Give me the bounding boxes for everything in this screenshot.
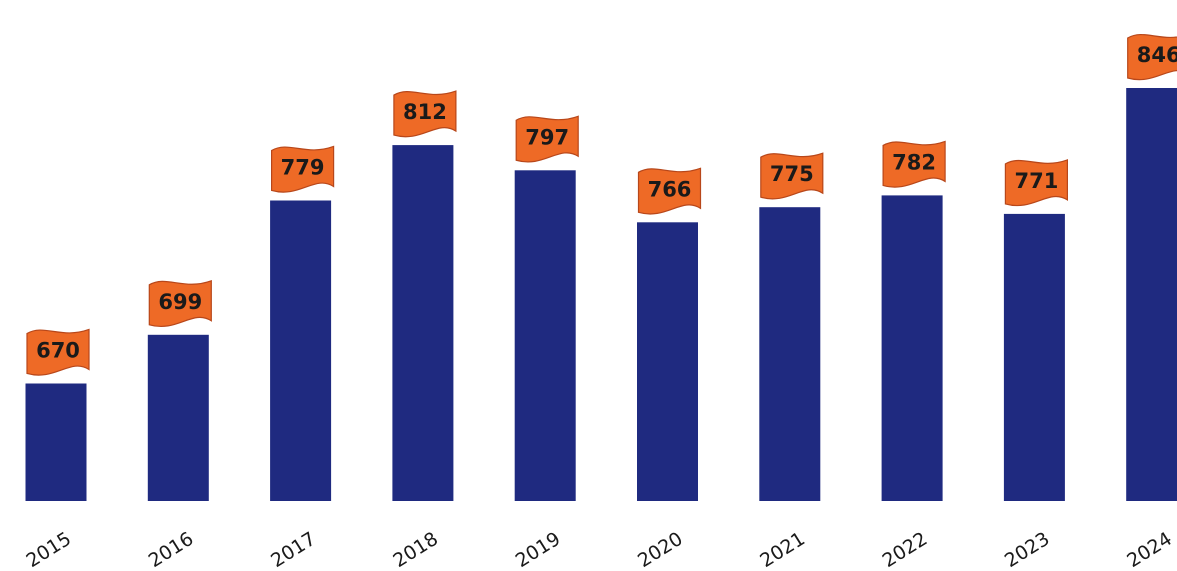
x-tick-label-2019: 2019: [512, 528, 565, 571]
data-label-flag-2019: 797: [515, 115, 579, 163]
bar-2018: [392, 145, 454, 501]
data-label-flag-2022: 782: [882, 140, 946, 188]
bar-2024: [1126, 88, 1177, 501]
data-label-flag-shape-2024: [1127, 34, 1177, 81]
x-tick-label-2020: 2020: [634, 528, 687, 571]
data-label-flag-shape-2019: [515, 115, 579, 163]
data-label-flag-shape-2015: [26, 328, 90, 376]
bar-2021: [759, 207, 821, 501]
bar-2019: [514, 170, 576, 502]
bar-2017: [270, 200, 332, 501]
data-label-flag-2017: 779: [271, 145, 335, 193]
data-label-flag-2015: 670: [26, 328, 90, 376]
data-label-flag-shape-2023: [1004, 159, 1068, 207]
data-label-flag-2016: 699: [148, 279, 212, 327]
x-tick-label-2018: 2018: [389, 528, 442, 571]
x-tick-label-2024: 2024: [1123, 528, 1176, 571]
data-label-flag-shape-2020: [637, 167, 702, 215]
data-label-flag-shape-2018: [393, 90, 457, 138]
data-label-2020: 766: [648, 177, 692, 201]
data-label-flag-2021: 775: [760, 152, 824, 200]
data-label-2017: 779: [281, 156, 325, 180]
data-label-2019: 797: [525, 125, 569, 149]
data-label-flag-2023: 771: [1004, 159, 1068, 207]
x-tick-label-2022: 2022: [879, 528, 932, 571]
x-tick-label-2023: 2023: [1001, 528, 1054, 571]
data-label-2018: 812: [403, 100, 447, 124]
data-label-2024: 846: [1137, 43, 1177, 67]
bar-2015: [25, 383, 87, 501]
data-label-flag-shape-2022: [882, 140, 946, 188]
data-label-2015: 670: [36, 339, 80, 363]
bar-2020: [637, 222, 698, 502]
data-label-flag-2020: 766: [637, 167, 702, 215]
data-label-flag-shape-2021: [760, 152, 824, 200]
data-labels-layer: 670 699 779 812 797 766 775 782 771 846: [26, 34, 1177, 376]
bar-2016: [147, 334, 209, 501]
x-tick-label-2016: 2016: [145, 528, 198, 571]
data-label-2022: 782: [892, 150, 936, 174]
data-label-2023: 771: [1014, 169, 1058, 193]
x-tick-label-2015: 2015: [22, 528, 75, 571]
x-tick-label-2017: 2017: [267, 528, 320, 571]
data-label-flag-shape-2017: [271, 145, 335, 193]
bar-2022: [881, 195, 943, 501]
bars-layer: [25, 88, 1177, 502]
x-tick-label-2021: 2021: [756, 528, 809, 571]
data-label-flag-shape-2016: [148, 279, 212, 327]
data-label-flag-2024: 846: [1127, 34, 1177, 81]
bar-2023: [1003, 213, 1065, 501]
data-label-2016: 699: [158, 290, 202, 314]
data-label-2021: 775: [770, 162, 814, 186]
x-axis-tick-labels: 2015 2016 2017 2018 2019 2020 2021 2022 2023 2024: [22, 528, 1175, 571]
data-label-flag-2018: 812: [393, 90, 457, 138]
